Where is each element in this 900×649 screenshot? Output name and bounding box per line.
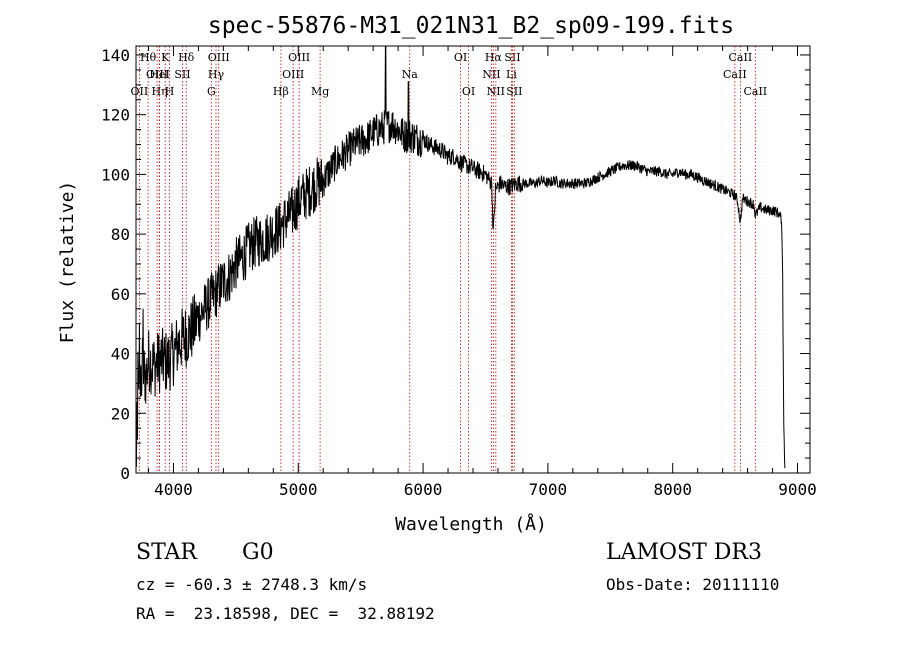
spectral-line-label: Hα [485, 51, 503, 64]
x-tick-label: 7000 [529, 480, 568, 499]
spectral-line-label: Hβ [273, 85, 289, 98]
x-tick-label: 8000 [653, 480, 692, 499]
spectral-line-label: OIII [282, 68, 304, 81]
spectral-line-label: K [161, 51, 170, 64]
y-tick-label: 140 [101, 46, 130, 65]
spectral-line-label: OII [131, 85, 149, 98]
redshift-text: cz = -60.3 ± 2748.3 km/s [136, 575, 368, 594]
y-tick-label: 20 [111, 404, 130, 423]
spectral-line-label: Hγ [208, 68, 225, 81]
spectral-line-label: OI [462, 85, 475, 98]
spectral-line-label: NII [487, 85, 505, 98]
y-tick-label: 80 [111, 225, 130, 244]
spectral-line-label: H [165, 85, 175, 98]
x-tick-label: 5000 [279, 480, 318, 499]
spectral-line-label: OI [454, 51, 467, 64]
spectral-line-label: HeI [149, 68, 169, 81]
spectral-line-label: SII [506, 85, 522, 98]
y-tick-label: 0 [120, 464, 130, 483]
y-tick-label: 120 [101, 106, 130, 125]
spectral-line-markers: OIIHθOIIIHηHeIKHSIIHδGHγOIIIHβOIIIOIIIMg… [131, 46, 767, 473]
survey-name: LAMOST DR3 [606, 540, 762, 565]
spectral-line-label: SII [174, 68, 190, 81]
spectral-line-label: OIII [288, 51, 310, 64]
spectral-line-label: SII [504, 51, 520, 64]
x-tick-label: 9000 [778, 480, 817, 499]
x-tick-label: 6000 [404, 480, 443, 499]
spectral-line-label: Na [402, 68, 419, 81]
spectral-line-label: CaII [723, 68, 747, 81]
spectral-line-label: Li [506, 68, 517, 81]
flux-series-line [135, 45, 786, 469]
y-tick-label: 60 [111, 285, 130, 304]
axes: 4000 5000 6000 7000 8000 9000 0 20 40 60 80 100 120 1… [101, 45, 817, 499]
object-class: STAR [136, 540, 197, 565]
y-tick-label: 40 [111, 345, 130, 364]
spectral-line-label: OIII [208, 51, 230, 64]
x-tick-label: 4000 [154, 480, 193, 499]
spectrum-trace [135, 45, 786, 469]
spectral-line-label: CaII [729, 51, 753, 64]
spectral-line-label: G [207, 85, 216, 98]
chart-title: spec-55876-M31_021N31_B2_sp09-199.fits [208, 13, 734, 39]
spectral-line-label: Mg [311, 85, 329, 98]
y-tick-label: 100 [101, 165, 130, 184]
y-axis-label: Flux (relative) [57, 181, 78, 344]
x-axis-label: Wavelength (Å) [395, 513, 547, 535]
subclass: G0 [242, 540, 274, 565]
spectral-line-label: Hδ [178, 51, 195, 64]
spectral-line-label: NII [482, 68, 500, 81]
spectral-line-label: Hθ [140, 51, 157, 64]
spectral-line-label: OIII [146, 68, 168, 81]
coordinates-text: RA = 23.18598, DEC = 32.88192 [136, 604, 435, 623]
spectral-line-label: CaII [743, 85, 767, 98]
obs-date-text: Obs-Date: 20111110 [606, 575, 780, 594]
